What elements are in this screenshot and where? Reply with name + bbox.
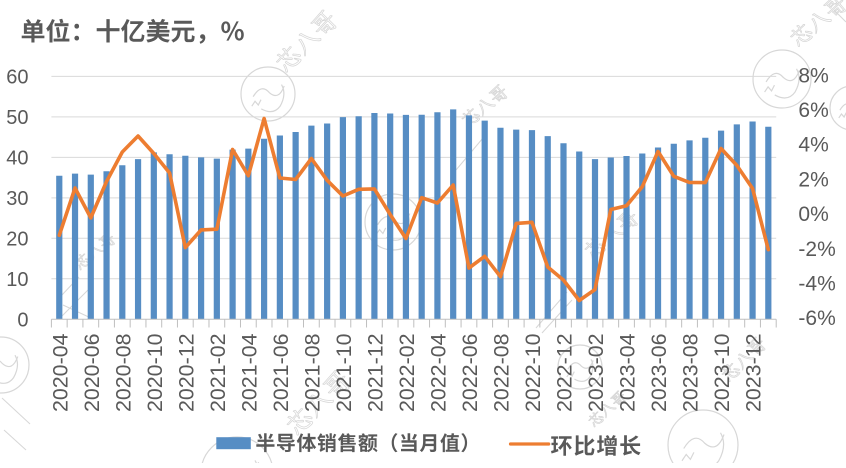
svg-text:2020-12: 2020-12 <box>174 333 198 412</box>
svg-text:4%: 4% <box>798 134 828 157</box>
svg-text:-6%: -6% <box>798 307 835 330</box>
svg-text:2022-12: 2022-12 <box>552 333 576 412</box>
svg-text:20: 20 <box>6 228 28 250</box>
svg-text:2%: 2% <box>798 168 828 191</box>
svg-text:2022-04: 2022-04 <box>426 333 450 412</box>
svg-text:-2%: -2% <box>798 238 835 261</box>
svg-text:2020-10: 2020-10 <box>143 333 167 412</box>
svg-text:2020-08: 2020-08 <box>111 333 135 412</box>
svg-text:2022-02: 2022-02 <box>395 333 419 412</box>
svg-text:60: 60 <box>6 66 28 88</box>
svg-text:2021-02: 2021-02 <box>206 333 230 412</box>
svg-text:8%: 8% <box>798 64 828 87</box>
svg-text:2023-12: 2023-12 <box>742 333 766 412</box>
svg-text:-4%: -4% <box>798 272 835 295</box>
svg-text:2020-04: 2020-04 <box>48 333 72 412</box>
svg-text:2021-06: 2021-06 <box>269 333 293 412</box>
svg-text:2020-06: 2020-06 <box>80 333 104 412</box>
svg-text:50: 50 <box>6 107 28 129</box>
svg-text:2023-08: 2023-08 <box>679 333 703 412</box>
svg-text:2022-06: 2022-06 <box>458 333 482 412</box>
svg-text:6%: 6% <box>798 99 828 122</box>
svg-text:2022-10: 2022-10 <box>521 333 545 412</box>
svg-text:2021-08: 2021-08 <box>300 333 324 412</box>
svg-text:2023-02: 2023-02 <box>584 333 608 412</box>
svg-text:2023-10: 2023-10 <box>710 333 734 412</box>
svg-text:2022-08: 2022-08 <box>489 333 513 412</box>
svg-text:0%: 0% <box>798 203 828 226</box>
svg-text:2023-04: 2023-04 <box>616 333 640 412</box>
svg-text:2021-10: 2021-10 <box>332 333 356 412</box>
svg-text:2023-06: 2023-06 <box>647 333 671 412</box>
svg-text:30: 30 <box>6 188 28 210</box>
svg-text:10: 10 <box>6 269 28 291</box>
svg-text:40: 40 <box>6 147 28 169</box>
svg-text:2021-04: 2021-04 <box>237 333 261 412</box>
svg-text:0: 0 <box>17 309 28 331</box>
svg-text:2021-12: 2021-12 <box>363 333 387 412</box>
